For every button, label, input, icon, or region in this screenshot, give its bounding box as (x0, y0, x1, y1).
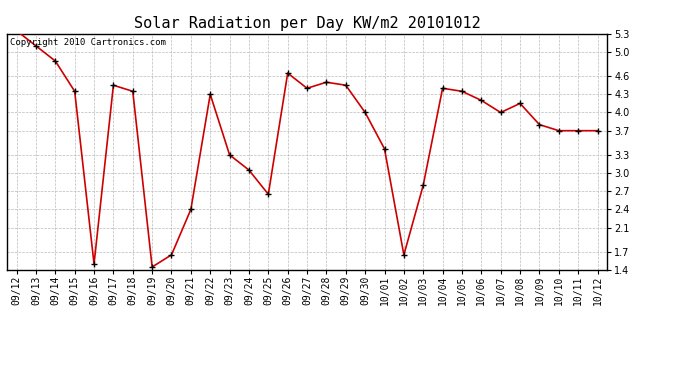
Text: Copyright 2010 Cartronics.com: Copyright 2010 Cartronics.com (10, 39, 166, 48)
Title: Solar Radiation per Day KW/m2 20101012: Solar Radiation per Day KW/m2 20101012 (134, 16, 480, 31)
